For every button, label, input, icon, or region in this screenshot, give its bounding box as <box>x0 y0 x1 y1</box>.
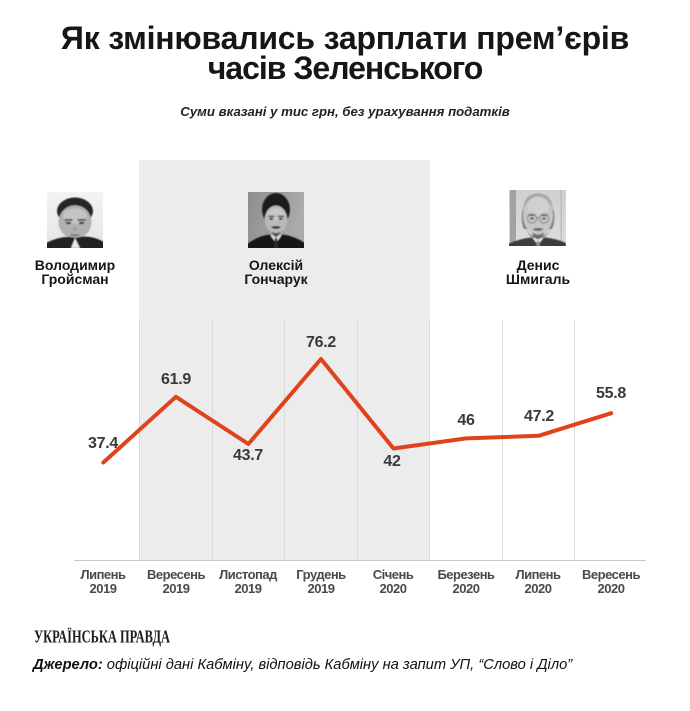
svg-text:УКРАЇНСЬКА ПРАВДА: УКРАЇНСЬКА ПРАВДА <box>34 627 170 647</box>
